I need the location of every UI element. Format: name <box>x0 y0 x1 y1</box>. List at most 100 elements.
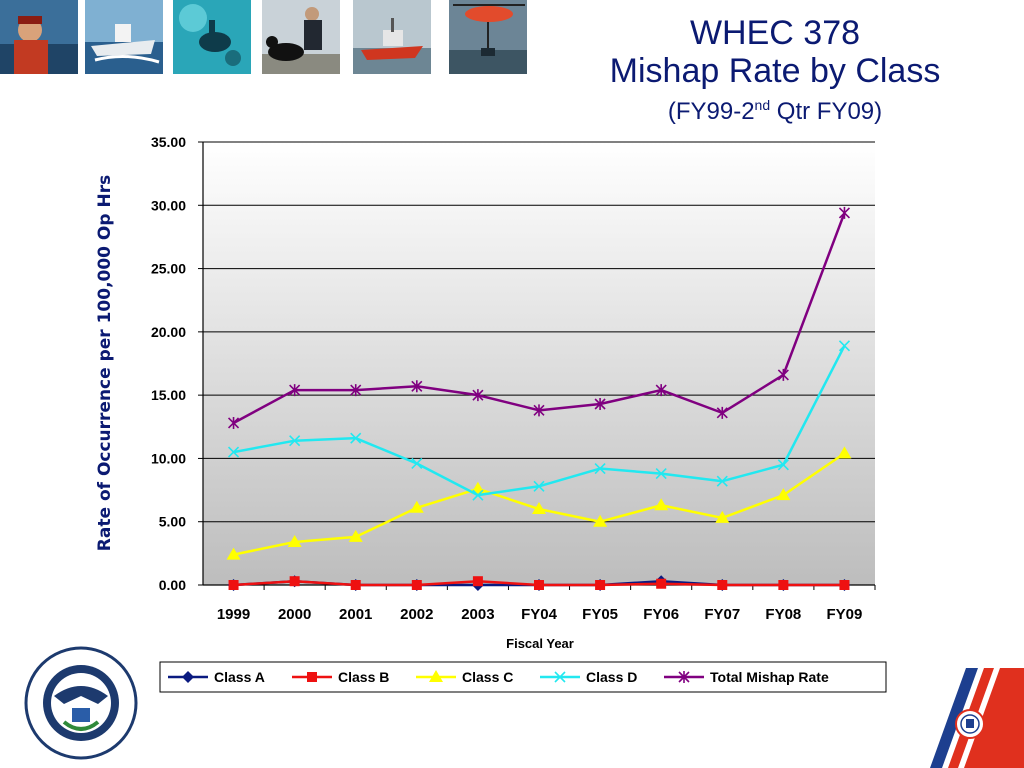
x-tick-label: 2001 <box>339 606 372 623</box>
data-point <box>472 576 483 587</box>
x-tick-label: FY04 <box>521 606 558 623</box>
data-point <box>226 547 241 560</box>
legend-label: Total Mishap Rate <box>710 669 829 685</box>
x-tick-label: 1999 <box>217 606 250 623</box>
data-point <box>838 206 851 219</box>
slide-title: WHEC 378 Mishap Rate by Class (FY99-2nd … <box>560 14 990 127</box>
data-point <box>837 446 852 459</box>
data-point <box>227 446 240 458</box>
x-tick-label: 2003 <box>461 606 494 623</box>
data-point <box>348 529 363 542</box>
data-point <box>717 580 728 590</box>
plot-area <box>203 142 875 585</box>
series-class-b <box>228 576 850 590</box>
y-tick-label: 30.00 <box>151 197 186 213</box>
legend-marker <box>554 671 566 683</box>
data-point <box>409 500 424 513</box>
x-axis-ticks: 1999 2000 2001 2002 2003 FY04 FY05 FY06 FY07 FY08… <box>217 585 876 623</box>
legend-marker <box>182 671 194 683</box>
data-point <box>716 406 728 419</box>
y-tick-label: 25.00 <box>151 261 186 277</box>
title-line-3-end: Qtr FY09) <box>770 98 883 125</box>
legend-label: Class C <box>462 669 513 685</box>
data-point <box>777 368 789 381</box>
y-tick-label: 5.00 <box>159 514 186 530</box>
title-line-3: (FY99-2nd Qtr FY09) <box>560 90 990 127</box>
series-total-mishap-rate <box>227 206 851 429</box>
gridlines <box>203 141 875 523</box>
coast-guard-stripe-logo <box>930 668 1024 768</box>
data-point <box>289 576 300 587</box>
series-group <box>226 206 852 591</box>
x-axis-label: Fiscal Year <box>506 636 574 651</box>
data-point <box>715 510 730 523</box>
data-point <box>289 435 301 447</box>
title-line-2: Mishap Rate by Class <box>609 52 941 90</box>
x-tick-label: 2000 <box>278 606 311 623</box>
data-point <box>350 432 362 444</box>
cutter-photo <box>85 0 163 74</box>
data-point <box>594 462 606 475</box>
data-point <box>656 578 667 589</box>
data-point <box>778 580 789 590</box>
legend-label: Class A <box>214 669 265 685</box>
title-line-1: WHEC 378 <box>689 14 861 52</box>
x-tick-label: FY08 <box>765 606 801 623</box>
helicopter-photo <box>449 0 527 74</box>
dhs-seal <box>24 646 138 760</box>
data-point <box>593 514 608 527</box>
x-tick-label: FY09 <box>827 606 863 623</box>
data-point <box>411 457 423 470</box>
data-point <box>472 489 484 501</box>
legend-label: Class B <box>338 669 389 685</box>
data-point <box>350 580 361 590</box>
series-class-c <box>226 446 852 560</box>
x-tick-label: FY05 <box>582 606 618 623</box>
data-point <box>716 475 728 487</box>
y-axis-label: Rate of Occurrence per 100,000 Op Hrs <box>95 175 115 551</box>
data-point <box>776 488 791 501</box>
y-tick-label: 0.00 <box>159 577 186 593</box>
legend-marker <box>307 672 317 682</box>
data-point <box>839 580 850 590</box>
data-point <box>289 384 301 397</box>
crew-photo <box>0 0 78 74</box>
data-point <box>533 480 545 492</box>
y-tick-label: 35.00 <box>151 134 186 150</box>
small-boat-photo <box>353 0 431 74</box>
data-point <box>534 580 544 590</box>
data-point <box>411 580 422 590</box>
data-point <box>654 498 669 511</box>
y-tick-label: 20.00 <box>151 324 186 340</box>
data-point <box>228 580 239 590</box>
data-point <box>655 468 667 480</box>
y-tick-label: 10.00 <box>151 450 186 466</box>
diver-photo <box>173 0 251 74</box>
title-line-3-start: (FY99-2 <box>667 98 755 125</box>
x-tick-label: FY06 <box>643 606 679 623</box>
data-point <box>595 580 606 590</box>
legend-marker <box>678 671 690 683</box>
data-point <box>472 389 484 402</box>
data-point <box>838 340 851 352</box>
x-tick-label: FY07 <box>704 606 740 623</box>
dog-handler-photo <box>262 0 340 74</box>
data-point <box>594 398 606 411</box>
title-line-3-superscript: nd <box>754 97 771 113</box>
y-axis-ticks: 0.00 5.00 10.00 15.00 20.00 25.00 30.00 35.00 <box>151 134 203 593</box>
data-point <box>287 534 302 547</box>
mishap-rate-line-chart: 0.00 5.00 10.00 15.00 20.00 25.00 30.00 35.00 1… <box>95 134 887 693</box>
legend-marker <box>429 670 443 682</box>
data-point <box>777 459 789 471</box>
data-point <box>655 384 667 397</box>
x-tick-label: 2002 <box>400 606 433 623</box>
data-point <box>533 404 545 417</box>
legend: Class A Class B Class C Class D Total Mishap… <box>168 669 829 685</box>
data-point <box>411 380 423 393</box>
y-tick-label: 15.00 <box>151 387 186 403</box>
legend-label: Class D <box>586 669 637 685</box>
data-point <box>532 502 546 515</box>
data-point <box>227 416 240 429</box>
data-point <box>350 384 362 397</box>
legend-box <box>159 661 887 693</box>
